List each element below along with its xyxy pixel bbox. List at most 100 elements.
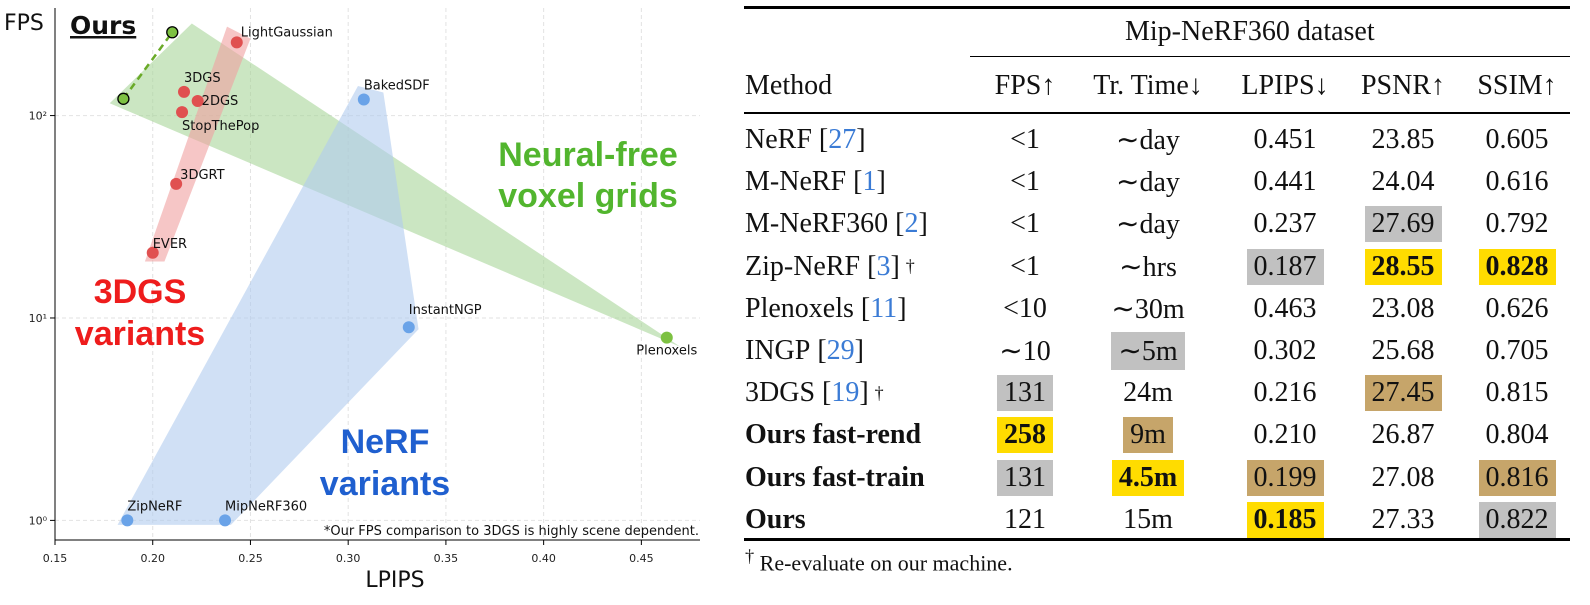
cell-value: 0.815 — [1485, 377, 1549, 409]
table-cell: 4.5m — [1078, 458, 1218, 498]
column-header: FPS↑ — [994, 70, 1056, 101]
table-cell: 131 — [955, 373, 1095, 413]
table-cell: <1 — [955, 247, 1095, 287]
cell-value: 0.816 — [1478, 459, 1556, 496]
footnote: † Re-evaluate on our machine. — [745, 546, 1013, 576]
data-point — [166, 26, 179, 39]
dataset-rule — [970, 56, 1570, 57]
cell-value: 0.185 — [1246, 501, 1324, 538]
cell-value: 9m — [1123, 417, 1173, 454]
point-label: 2DGS — [202, 94, 239, 109]
method-label: M-NeRF360 — [745, 208, 889, 240]
table-cell: ∼hrs — [1078, 247, 1218, 287]
ours-connector-line — [122, 31, 174, 100]
table-cell: 258 — [955, 415, 1095, 455]
column-header-method: Method — [745, 70, 833, 101]
data-point — [176, 106, 189, 119]
table-cell: 0.626 — [1447, 289, 1587, 329]
method-label: INGP — [745, 335, 811, 366]
cell-value: 23.85 — [1371, 124, 1435, 155]
dagger-mark: † — [905, 256, 915, 277]
method-name: Ours — [745, 500, 806, 540]
bottom-rule — [744, 538, 1570, 541]
data-point — [660, 331, 673, 344]
cell-value: 0.792 — [1485, 208, 1549, 240]
method-label: Plenoxels — [745, 292, 854, 324]
data-point — [219, 514, 232, 527]
table-cell: 23.08 — [1333, 289, 1473, 329]
table-cell: 0.216 — [1215, 373, 1355, 413]
table-cell: 27.45 — [1333, 373, 1473, 413]
cell-value: 25.68 — [1371, 335, 1435, 366]
table-cell: 0.237 — [1215, 204, 1355, 244]
method-name: Ours fast-rend — [745, 415, 921, 455]
region-gs — [144, 26, 251, 262]
table-cell: 23.85 — [1333, 120, 1473, 160]
x-axis-label: LPIPS — [365, 568, 424, 593]
point-label: 3DGS — [184, 71, 221, 86]
table-cell: <1 — [955, 120, 1095, 160]
table-cell: 0.210 — [1215, 415, 1355, 455]
cell-value: <1 — [1010, 166, 1040, 198]
table-cell: <1 — [955, 204, 1095, 244]
point-label: LightGaussian — [241, 25, 333, 40]
cell-value: ∼day — [1116, 167, 1180, 199]
table-cell: 0.185 — [1215, 500, 1355, 540]
region-nerf — [117, 85, 419, 525]
cell-value: 0.626 — [1485, 292, 1549, 324]
cell-value: <1 — [1010, 124, 1040, 155]
point-label: InstantNGP — [409, 303, 482, 318]
footnote-text: Re-evaluate on our machine. — [759, 550, 1013, 576]
cell-value: 0.804 — [1485, 419, 1549, 451]
cell-value: 131 — [997, 459, 1053, 496]
column-header: PSNR↑ — [1360, 70, 1446, 101]
table-cell: 25.68 — [1333, 331, 1473, 371]
table-cell: ∼30m — [1078, 289, 1218, 329]
cell-value: 0.451 — [1253, 124, 1317, 155]
method-label: M-NeRF — [745, 166, 847, 198]
fps-vs-lpips-chart: 0.15 0.20 0.25 0.30 0.35 0.40 0.45 10⁰ 10¹ 10² FPS… — [0, 0, 720, 605]
column-header: LPIPS↓ — [1241, 70, 1329, 101]
x-tick-label: 0.15 — [43, 552, 68, 565]
table-cell: 0.828 — [1447, 247, 1587, 287]
cell-value: 121 — [1004, 503, 1046, 535]
dataset-header: Mip-NeRF360 dataset — [1125, 16, 1375, 47]
table-cell: ∼day — [1078, 204, 1218, 244]
y-tick-label: 10⁰ — [29, 514, 48, 527]
citation-ref: 3 — [876, 250, 891, 282]
point-label: ZipNeRF — [127, 499, 182, 514]
table-cell: 0.605 — [1447, 120, 1587, 160]
ours-legend-label: Ours — [70, 11, 136, 40]
point-label: EVER — [153, 237, 187, 252]
data-point — [402, 321, 415, 334]
cell-value: 0.822 — [1478, 501, 1556, 538]
cell-value: ∼hrs — [1119, 251, 1177, 283]
cell-value: 0.441 — [1253, 166, 1317, 198]
table-cell: 0.816 — [1447, 458, 1587, 498]
column-header: Tr. Time↓ — [1093, 70, 1203, 101]
method-label: NeRF — [745, 124, 812, 155]
table-cell: 28.55 — [1333, 247, 1473, 287]
group-label-gs-line2: variants — [75, 315, 205, 353]
cell-value: 0.210 — [1253, 419, 1317, 451]
cell-value: 26.87 — [1371, 419, 1435, 451]
cell-value: 131 — [997, 375, 1053, 412]
point-label: 3DGRT — [180, 168, 224, 183]
table-cell: 0.199 — [1215, 458, 1355, 498]
table-cell: 27.08 — [1333, 458, 1473, 498]
cell-value: 0.705 — [1485, 335, 1549, 366]
method-name: 3DGS [19] † — [745, 377, 884, 409]
table-cell: 0.451 — [1215, 120, 1355, 160]
data-point — [117, 92, 130, 105]
cell-value: 24.04 — [1371, 166, 1435, 198]
table-cell: 27.33 — [1333, 500, 1473, 540]
method-name: Zip-NeRF [3] † — [745, 250, 915, 282]
table-cell: ∼day — [1078, 162, 1218, 202]
table-cell: ∼5m — [1078, 331, 1218, 371]
method-label: Ours — [745, 503, 806, 535]
cell-value: ∼day — [1116, 125, 1180, 156]
table-cell: 0.441 — [1215, 162, 1355, 202]
column-header: SSIM↑ — [1477, 70, 1557, 101]
data-point — [121, 514, 134, 527]
cell-value: 27.45 — [1364, 375, 1442, 412]
